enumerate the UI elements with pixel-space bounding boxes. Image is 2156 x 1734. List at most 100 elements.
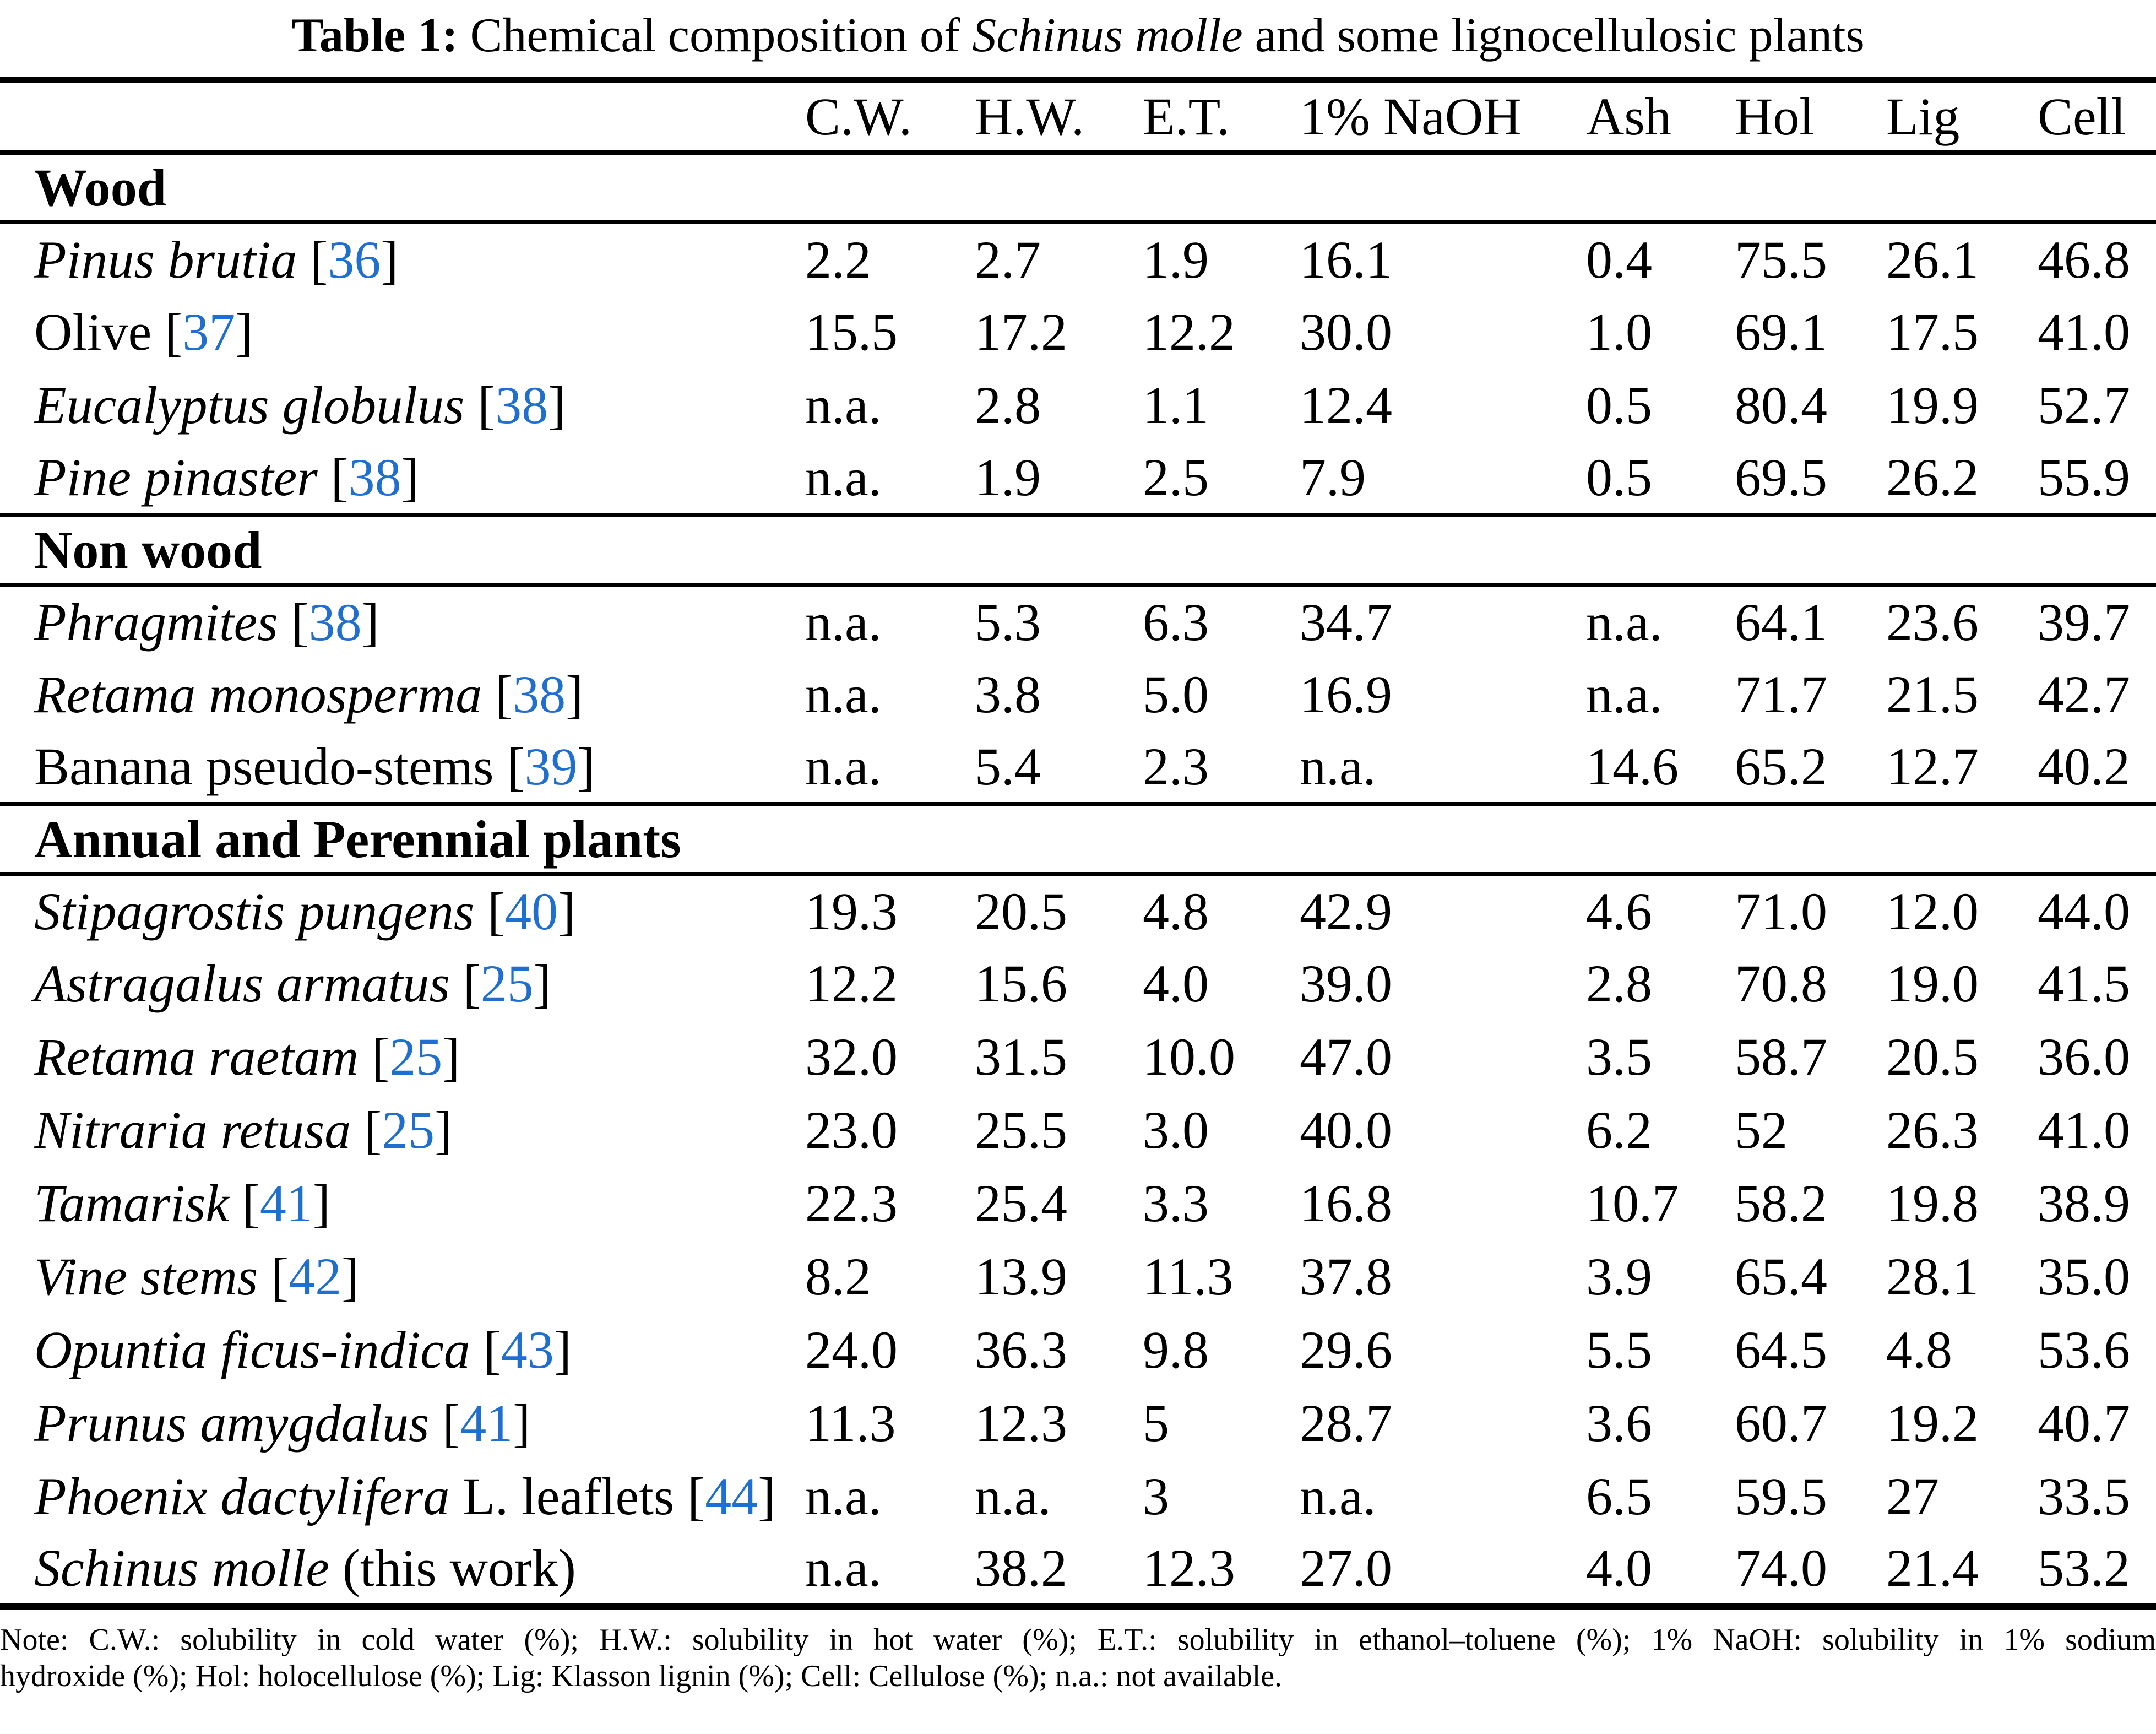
citation-ref[interactable]: 38	[308, 592, 362, 652]
citation-ref[interactable]: 38	[495, 376, 548, 435]
cell-value: 3.0	[1143, 1101, 1209, 1159]
cell-value: n.a.	[1300, 737, 1376, 796]
cell-value: 25.4	[975, 1174, 1067, 1233]
citation-ref[interactable]: 40	[505, 881, 558, 941]
column-header: Lig	[1886, 87, 1960, 146]
cell-value: 26.1	[1886, 230, 1979, 289]
cell-value: 46.8	[2038, 230, 2130, 289]
cell-value: 3	[1143, 1467, 1169, 1526]
cell-value: 80.4	[1735, 376, 1827, 435]
cell-value: 19.3	[805, 881, 898, 941]
citation-ref[interactable]: 25	[382, 1101, 435, 1159]
cell-value: 2.2	[805, 230, 871, 289]
header-row: C.W. H.W. E.T. 1% NaOH Ash Hol Lig Cell	[0, 80, 2156, 153]
cell-value: 13.9	[975, 1247, 1067, 1306]
cell-value: 29.6	[1300, 1320, 1392, 1379]
table-row: Schinus molle (this work) n.a. 38.2 12.3 27.…	[0, 1533, 2156, 1606]
table-title-label: Table 1:	[291, 9, 458, 62]
citation-ref[interactable]: 39	[524, 737, 578, 796]
table-row: Stipagrostis pungens [40] 19.3 20.5 4.8 42.9…	[0, 874, 2156, 947]
row-label: Pinus brutia [36]	[34, 230, 399, 289]
row-label: Eucalyptus globulus [38]	[34, 376, 566, 435]
table-row: Eucalyptus globulus [38] n.a. 2.8 1.1 12.4 0.…	[0, 369, 2156, 442]
row-label: Retama monosperma [38]	[34, 665, 584, 724]
species-name: Schinus molle	[34, 1538, 329, 1597]
cell-value: 2.7	[975, 230, 1041, 289]
section-row: Non wood	[0, 513, 2156, 587]
species-name: Vine stems	[34, 1247, 258, 1306]
cell-value: 53.2	[2038, 1538, 2130, 1597]
cell-value: 25.5	[975, 1101, 1067, 1159]
cell-value: 59.5	[1735, 1467, 1827, 1526]
citation-ref[interactable]: 38	[348, 448, 401, 507]
cell-value: 17.5	[1886, 302, 1979, 361]
cell-value: 30.0	[1300, 302, 1392, 361]
citation-ref[interactable]: 43	[501, 1320, 554, 1379]
section-header: Non wood	[0, 513, 2156, 587]
cell-value: 0.4	[1586, 230, 1652, 289]
cell-value: 36.3	[975, 1320, 1067, 1379]
cell-value: 15.5	[805, 302, 898, 361]
cell-value: 35.0	[2038, 1247, 2130, 1306]
row-label: Astragalus armatus [25]	[34, 954, 551, 1013]
row-label: Olive [37]	[34, 302, 253, 361]
cell-value: 11.3	[1143, 1247, 1234, 1306]
citation-ref[interactable]: 41	[259, 1174, 313, 1233]
cell-value: 75.5	[1735, 230, 1827, 289]
citation-ref[interactable]: 25	[389, 1027, 443, 1086]
table-note: Note: C.W.: solubility in cold water (%)…	[0, 1622, 2156, 1694]
cell-value: 4.0	[1586, 1538, 1652, 1597]
table-title-suffix: and some lignocellulosic plants	[1242, 9, 1865, 62]
cell-value: 4.6	[1586, 881, 1652, 941]
cell-value: 31.5	[975, 1027, 1067, 1086]
cell-value: 58.7	[1735, 1027, 1827, 1086]
cell-value: 34.7	[1300, 592, 1392, 652]
cell-value: 26.3	[1886, 1101, 1979, 1159]
table-row: Prunus amygdalus [41] 11.3 12.3 5 28.7 3.6 60.…	[0, 1386, 2156, 1460]
cell-value: n.a.	[805, 1538, 882, 1597]
species-name: Eucalyptus globulus	[34, 376, 465, 435]
column-header: H.W.	[975, 87, 1085, 146]
citation-ref[interactable]: 42	[289, 1247, 342, 1306]
cell-value: 52.7	[2038, 376, 2130, 435]
cell-value: 28.7	[1300, 1394, 1392, 1453]
composition-table: C.W. H.W. E.T. 1% NaOH Ash Hol Lig Cell Wood Pin…	[0, 77, 2156, 1610]
column-header: Ash	[1586, 87, 1671, 146]
citation-ref[interactable]: 36	[328, 230, 381, 289]
citation-ref[interactable]: 44	[705, 1467, 758, 1526]
citation-ref[interactable]: 41	[460, 1394, 513, 1453]
row-label: Opuntia ficus-indica [43]	[34, 1320, 572, 1379]
cell-value: 58.2	[1735, 1174, 1827, 1233]
cell-value: 16.1	[1300, 230, 1392, 289]
cell-value: 44.0	[2038, 881, 2130, 941]
cell-value: 12.3	[975, 1394, 1067, 1453]
cell-value: 22.3	[805, 1174, 898, 1233]
cell-value: 69.5	[1735, 448, 1827, 507]
row-label: Pine pinaster [38]	[34, 448, 419, 507]
cell-value: 42.9	[1300, 881, 1392, 941]
table-title: Table 1: Chemical composition of Schinus…	[0, 0, 2156, 77]
cell-value: 3.9	[1586, 1247, 1652, 1306]
table-row: Phragmites [38] n.a. 5.3 6.3 34.7 n.a. 64.1 23.…	[0, 584, 2156, 658]
citation-ref[interactable]: 37	[182, 302, 236, 361]
cell-value: 20.5	[1886, 1027, 1979, 1086]
species-name: Opuntia ficus-indica	[34, 1320, 470, 1379]
cell-value: 19.9	[1886, 376, 1979, 435]
cell-value: 39.0	[1300, 954, 1392, 1013]
cell-value: 38.2	[975, 1538, 1067, 1597]
cell-value: 52	[1735, 1101, 1788, 1159]
cell-value: 26.2	[1886, 448, 1979, 507]
cell-value: 16.8	[1300, 1174, 1392, 1233]
cell-value: 6.5	[1586, 1467, 1652, 1526]
cell-value: 17.2	[975, 302, 1067, 361]
cell-value: 1.1	[1143, 376, 1209, 435]
note-line-2: hydroxide (%); Hol: holocellulose (%); L…	[0, 1659, 1283, 1693]
cell-value: 27	[1886, 1467, 1939, 1526]
cell-value: 5.0	[1143, 665, 1209, 724]
column-header: 1% NaOH	[1300, 87, 1522, 146]
species-name: Tamarisk	[34, 1174, 229, 1233]
cell-value: 15.6	[975, 954, 1067, 1013]
citation-ref[interactable]: 25	[480, 954, 534, 1013]
section-row: Wood	[0, 150, 2156, 224]
citation-ref[interactable]: 38	[513, 665, 566, 724]
